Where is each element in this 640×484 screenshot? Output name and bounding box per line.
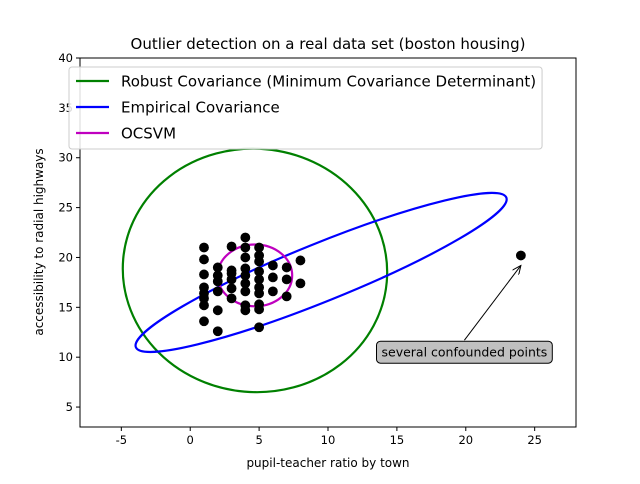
data-point [226,283,237,294]
data-point [240,286,251,297]
plot-clip-group [121,147,526,394]
annotation-0: several confounded points [376,265,553,364]
data-point [199,242,209,253]
x-tick-label: 5 [255,433,262,447]
annotation-arrow [464,265,520,341]
data-point [254,256,265,267]
y-axis-label: accessibility to radial highways [32,148,46,335]
data-point [267,286,278,297]
data-point [267,272,278,283]
data-point [199,300,209,311]
data-point [199,269,209,280]
data-point [240,305,251,316]
data-point [295,278,306,289]
y-tick-label: 15 [58,300,73,314]
y-tick-label: 10 [58,350,73,364]
data-point [240,252,251,263]
legend-label-2: OCSVM [121,125,176,143]
legend-frame [68,66,543,150]
data-point [212,305,223,316]
x-tick-label: 25 [527,433,542,447]
data-point [226,293,237,304]
y-tick-label: 40 [58,51,73,65]
data-point [212,326,223,337]
data-point [212,276,223,287]
data-point [212,286,223,297]
chart-title: Outlier detection on a real data set (bo… [131,35,526,53]
x-tick-label: -5 [116,433,127,447]
data-point [254,288,265,299]
x-tick-label: 0 [187,433,194,447]
x-tick-label: 15 [390,433,405,447]
data-point [281,291,292,302]
y-tick-label: 30 [58,151,73,165]
data-point [199,254,209,265]
data-point [267,260,278,271]
legend: Robust Covariance (Minimum Covariance De… [68,66,543,150]
legend-label-0: Robust Covariance (Minimum Covariance De… [121,73,536,91]
x-tick-label: 20 [458,433,473,447]
data-point [226,241,237,252]
plot-area: several confounded points [121,147,553,394]
data-point [295,255,306,266]
y-tick-label: 25 [58,201,73,215]
x-axis-label: pupil-teacher ratio by town [246,456,409,470]
data-point [240,242,251,253]
data-point [226,274,237,285]
annotation-text: several confounded points [382,345,548,360]
legend-label-1: Empirical Covariance [121,99,280,117]
data-point [281,274,292,285]
x-tick-label: 10 [321,433,336,447]
annotation-box [376,340,553,364]
data-point [281,262,292,273]
data-point [199,316,209,327]
y-tick-label: 20 [58,250,73,264]
series-curve-1 [134,191,508,354]
data-point [240,232,251,243]
data-point [254,322,265,333]
data-point [515,250,526,261]
y-tick-label: 5 [66,400,73,414]
data-point [254,304,265,315]
